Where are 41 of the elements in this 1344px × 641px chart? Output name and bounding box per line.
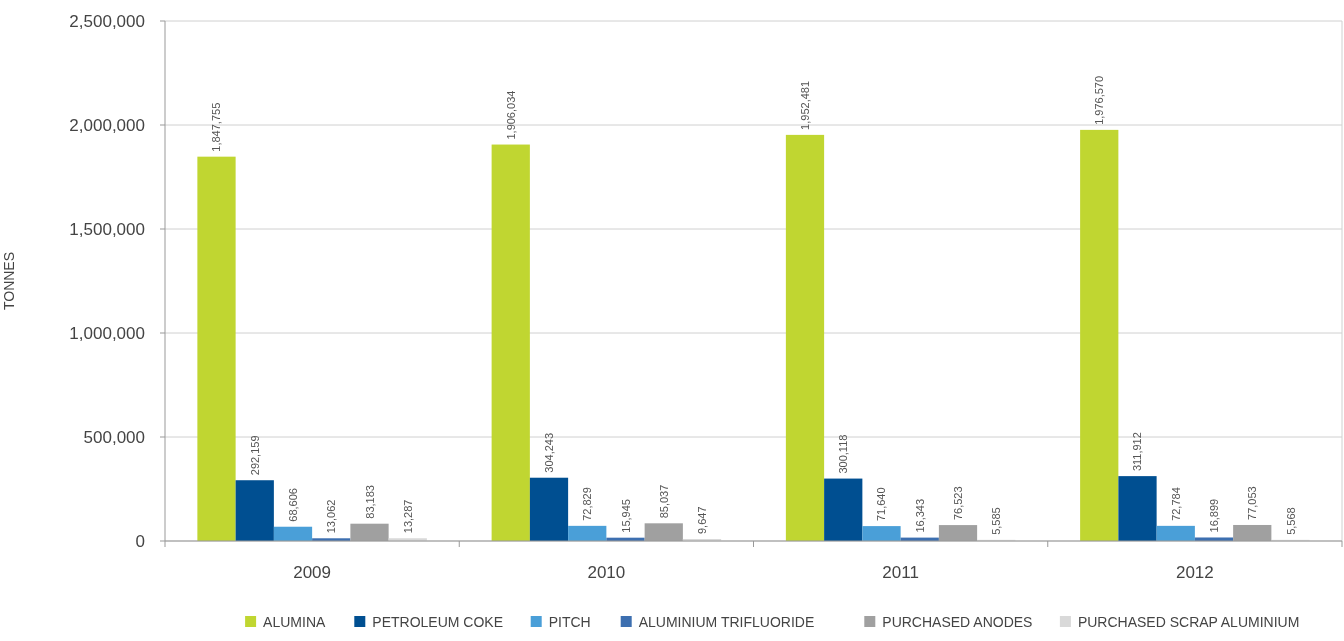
data-label: 292,159 [248, 435, 261, 476]
y-tick-label: 500,000 [83, 427, 145, 447]
data-label: 1,976,570 [1093, 75, 1106, 125]
data-label: 71,640 [875, 487, 888, 522]
x-tick-label: 2011 [882, 563, 919, 582]
data-label: 5,568 [1284, 507, 1297, 535]
y-tick-label: 1,500,000 [69, 219, 145, 239]
legend-label: PURCHASED ANODES [882, 614, 1033, 630]
y-tick-label: 2,500,000 [69, 11, 145, 31]
data-label: 76,523 [952, 486, 964, 521]
legend-label: PETROLEUM COKE [372, 614, 503, 630]
data-label: 304,243 [543, 432, 555, 473]
data-label: 77,053 [1246, 486, 1259, 520]
data-label: 9,647 [696, 506, 709, 534]
y-axis-title: TONNES [1, 251, 17, 311]
data-label: 68,606 [287, 488, 299, 522]
data-label: 300,118 [837, 434, 850, 474]
data-label: 16,899 [1208, 498, 1220, 533]
data-label: 15,945 [619, 499, 632, 533]
data-label: 85,037 [657, 484, 670, 519]
x-tick-label: 2009 [293, 563, 332, 582]
y-tick-label: 2,000,000 [69, 115, 145, 135]
data-label: 72,784 [1169, 487, 1182, 521]
data-label: 1,847,755 [210, 102, 223, 152]
legend-label: PURCHASED SCRAP ALUMINIUM [1077, 614, 1300, 630]
x-tick-label: 2012 [1175, 563, 1214, 582]
data-label: 1,952,481 [798, 80, 811, 130]
y-tick-label: 1,000,000 [69, 323, 145, 343]
legend-label: ALUMINA [263, 614, 326, 630]
data-label: 1,906,034 [504, 90, 517, 140]
data-label: 5,585 [990, 507, 1003, 535]
data-label: 13,062 [325, 499, 338, 534]
data-label: 13,287 [401, 499, 414, 534]
legend-label: PITCH [548, 614, 591, 630]
legend-label: ALUMINIUM TRIFLUORIDE [638, 614, 815, 630]
data-label: 311,912 [1131, 432, 1144, 472]
data-label: 72,829 [581, 487, 594, 521]
x-tick-label: 2010 [587, 563, 626, 582]
y-tick-label: 0 [135, 531, 145, 551]
data-label: 83,183 [363, 485, 376, 519]
data-label: 16,343 [913, 498, 926, 533]
